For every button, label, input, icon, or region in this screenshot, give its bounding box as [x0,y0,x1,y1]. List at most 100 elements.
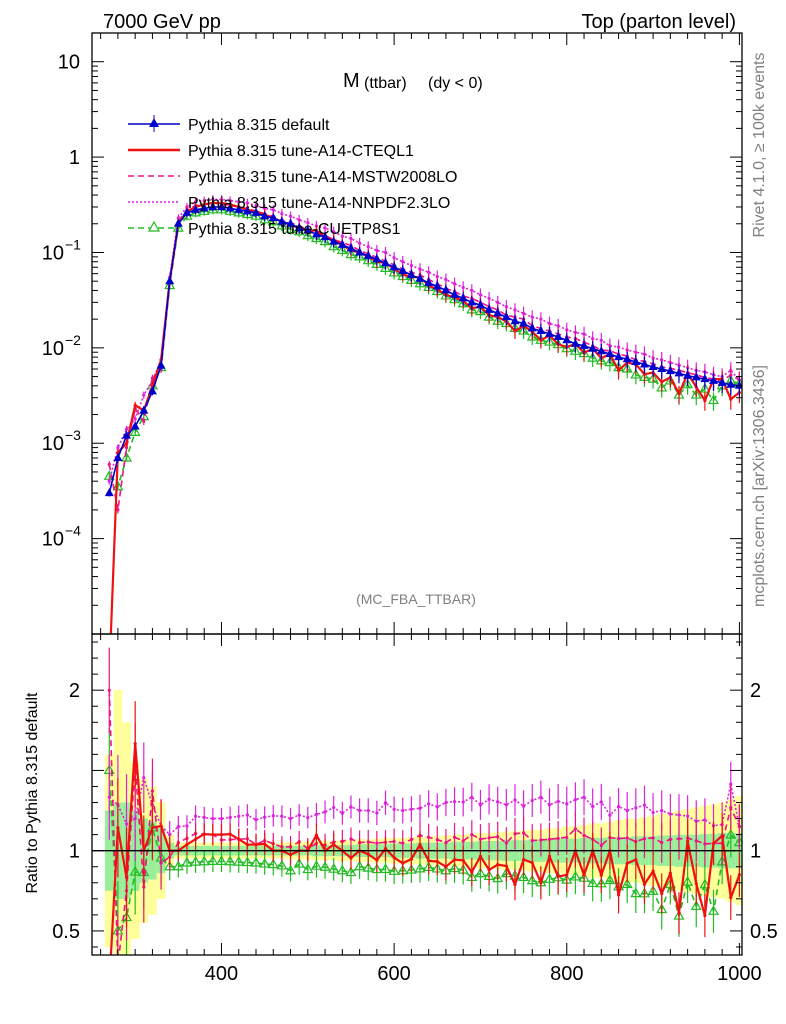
main-point-0-53 [562,335,572,344]
ratio-point-1-24 [314,833,319,837]
ratio-point-4-36 [414,862,426,873]
ratio-point-3-19 [271,814,275,818]
ratio-point-4-14 [224,855,236,866]
main-point-1-72 [729,397,733,401]
ratio-point-2-45 [496,835,500,839]
main-point-0-40 [450,289,460,298]
main-point-1-64 [660,380,664,384]
main-point-1-50 [539,338,543,342]
ratio-point-1-42 [470,870,474,874]
ratio-point-2-55 [582,833,586,837]
main-point-0-31 [372,254,382,263]
ratio-point-1-33 [392,855,396,860]
main-point-1-1 [116,450,120,455]
main-point-0-14 [225,203,235,212]
main-point-3-49 [530,315,534,319]
main-point-3-29 [357,241,362,245]
ratio-point-2-59 [616,837,621,841]
ratio-point-1-2 [124,875,129,880]
main-point-0-61 [631,357,641,366]
ratio-point-3-72 [729,782,733,786]
ratio-point-3-32 [383,801,388,805]
ratio-point-2-31 [375,841,379,845]
ratio-point-1-35 [409,857,413,861]
ratio-point-4-54 [569,870,581,881]
ratio-point-1-47 [513,882,517,887]
main-point-3-25 [323,226,327,230]
main-point-3-15 [237,200,241,204]
legend-label-3: Pythia 8.315 tune-A14-NNPDF2.3LO [188,195,450,212]
ratio-point-3-0 [107,795,111,799]
ratio-point-1-16 [245,843,249,847]
legend-label-2: Pythia 8.315 tune-A14-MSTW2008LO [188,169,457,186]
main-point-3-31 [375,248,379,253]
ratio-point-3-50 [539,795,543,799]
main-point-4-43 [474,305,486,316]
main-point-0-1 [113,453,123,462]
main-point-4-25 [319,235,331,246]
main-point-0-11 [199,203,209,212]
main-point-3-3 [133,417,137,421]
ratio-point-4-17 [250,856,262,867]
main-point-0-47 [510,316,520,325]
main-point-1-59 [616,368,621,373]
main-point-3-2 [124,427,129,431]
ratio-point-2-60 [625,836,629,840]
main-point-0-34 [398,265,408,274]
main-point-3-39 [444,277,448,282]
main-ytick-exp-4: −3 [65,427,81,443]
ratio-point-3-25 [323,810,327,814]
ratio-point-1-10 [193,837,198,841]
xtick-label-3: 1000 [717,963,762,985]
main-point-0-8 [173,218,183,227]
main-ytick-label-0: 10 [58,52,80,74]
main-point-4-32 [379,262,392,273]
main-point-0-18 [260,211,270,220]
main-point-2-72 [729,373,733,377]
main-point-0-5 [147,386,157,395]
main-point-3-17 [254,204,258,208]
ratio-ytick-label-left-2: 0.5 [52,921,80,943]
ratio-point-4-56 [587,877,599,888]
ratio-point-3-36 [418,806,422,810]
main-point-4-23 [302,229,314,240]
ratio-point-4-45 [492,872,504,883]
main-point-0-49 [527,323,537,332]
main-point-2-1 [116,508,120,512]
ratio-point-1-28 [349,856,353,860]
main-point-0-2 [122,430,132,439]
ratio-point-3-16 [245,813,249,817]
ratio-point-3-55 [582,795,586,799]
ratio-point-3-24 [314,812,319,817]
ratio-point-3-44 [487,797,491,801]
ratio-ytick-label-right-1: 1 [750,841,761,863]
ratio-series [103,647,742,955]
header-right-label: Top (parton level) [581,11,736,33]
main-point-4-58 [604,356,616,367]
main-point-4-33 [388,266,400,277]
ratio-point-2-0 [107,688,111,692]
ratio-point-1-26 [332,842,336,847]
main-point-3-16 [245,201,249,205]
ratio-point-3-10 [193,814,198,818]
ratio-point-3-57 [599,800,603,804]
main-point-3-23 [306,221,310,225]
ratio-point-4-61 [630,887,642,898]
ratio-point-3-52 [556,799,560,803]
ratio-point-3-51 [547,803,552,807]
ratio-point-4-20 [276,859,288,870]
ratio-point-4-51 [543,873,556,883]
ratio-point-1-3 [133,742,137,746]
ratio-point-1-46 [504,864,508,868]
ratio-point-2-64 [660,841,664,845]
main-point-3-57 [599,338,603,342]
main-point-3-19 [271,208,275,212]
ratio-point-4-11 [198,855,210,866]
ratio-point-2-44 [487,836,491,840]
main-point-0-28 [346,243,356,252]
ratio-point-1-68 [694,881,698,886]
ratio-point-2-72 [729,806,733,810]
ratio-point-2-41 [461,839,465,843]
ratio-point-4-29 [354,860,366,871]
main-point-0-17 [251,207,261,216]
